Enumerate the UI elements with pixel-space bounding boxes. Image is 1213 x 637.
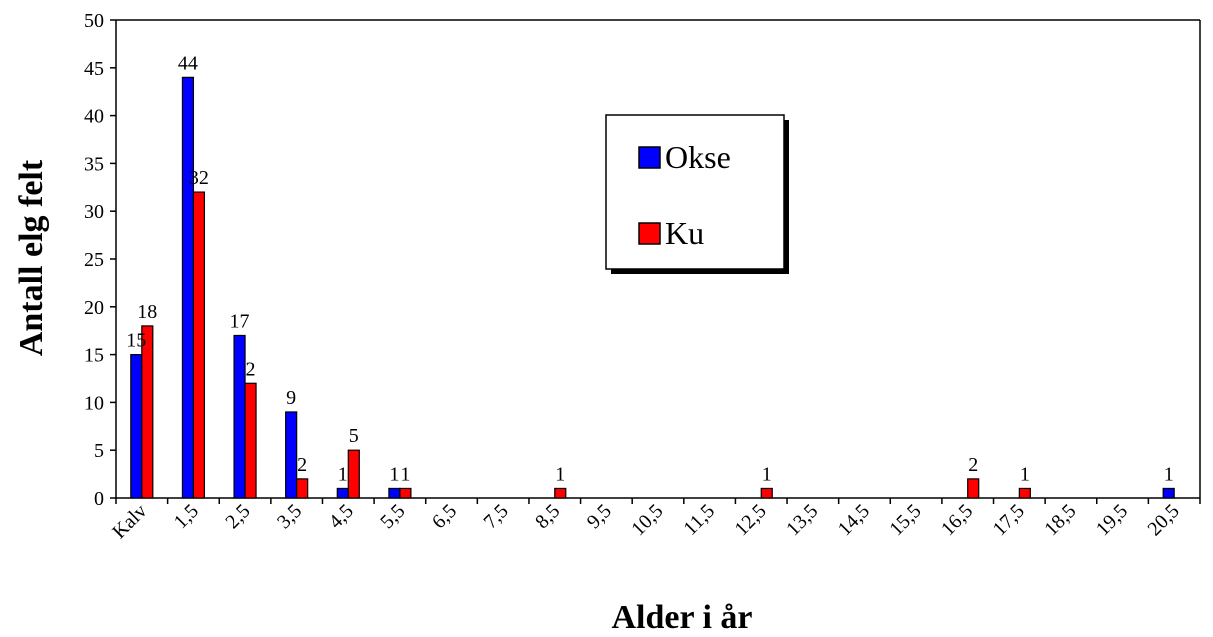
bar-ku bbox=[141, 325, 154, 499]
y-tick-label: 0 bbox=[94, 488, 104, 510]
bar-ku bbox=[399, 487, 412, 499]
legend-swatch-okse bbox=[638, 146, 661, 169]
data-label-ku: 18 bbox=[137, 301, 157, 323]
data-label-ku: 32 bbox=[189, 167, 209, 189]
x-tick-label: 1,5 bbox=[170, 500, 203, 533]
bar-okse bbox=[285, 411, 298, 499]
data-label-okse: 17 bbox=[230, 310, 250, 332]
y-tick-label: 45 bbox=[84, 58, 104, 80]
y-tick-label: 20 bbox=[84, 297, 104, 319]
bar-okse bbox=[233, 334, 246, 499]
y-tick-label: 40 bbox=[84, 106, 104, 128]
data-label-okse: 1 bbox=[338, 463, 348, 485]
x-tick-label: 14,5 bbox=[834, 500, 874, 540]
data-label-ku: 1 bbox=[762, 463, 772, 485]
bar-ku bbox=[554, 487, 567, 499]
bar-ku bbox=[296, 478, 309, 499]
data-label-okse: 44 bbox=[178, 52, 198, 74]
bar-okse bbox=[336, 487, 349, 499]
x-tick-label: 20,5 bbox=[1143, 500, 1183, 540]
data-label-ku: 1 bbox=[555, 463, 565, 485]
data-label-ku: 2 bbox=[297, 454, 307, 476]
bar-okse bbox=[388, 487, 401, 499]
legend: Okse Ku bbox=[605, 114, 789, 274]
y-tick-label: 5 bbox=[94, 440, 104, 462]
x-tick-label: 18,5 bbox=[1040, 500, 1080, 540]
data-label-ku: 1 bbox=[1020, 463, 1030, 485]
x-tick-label: 7,5 bbox=[479, 500, 512, 533]
y-tick-label: 10 bbox=[84, 392, 104, 414]
bar-ku bbox=[244, 382, 257, 499]
x-tick-label: 19,5 bbox=[1092, 500, 1132, 540]
bar-ku bbox=[760, 487, 773, 499]
bar-ku bbox=[1018, 487, 1031, 499]
legend-box bbox=[605, 114, 785, 270]
x-tick-label: 10,5 bbox=[627, 500, 667, 540]
x-tick-label: 11,5 bbox=[679, 500, 719, 540]
y-tick-label: 35 bbox=[84, 153, 104, 175]
bar-ku bbox=[192, 191, 206, 499]
data-label-okse: 15 bbox=[126, 330, 146, 352]
x-tick-label: 16,5 bbox=[937, 500, 977, 540]
data-label-okse: 9 bbox=[286, 387, 296, 409]
x-tick-label: 13,5 bbox=[782, 500, 822, 540]
x-tick-label: 4,5 bbox=[325, 500, 358, 533]
bar-okse bbox=[130, 354, 143, 499]
x-tick-label: 17,5 bbox=[989, 500, 1029, 540]
data-label-okse: 1 bbox=[389, 463, 399, 485]
x-tick-label: 12,5 bbox=[730, 500, 770, 540]
x-tick-label: 6,5 bbox=[428, 500, 461, 533]
legend-label-okse: Okse bbox=[665, 139, 731, 175]
bar-ku bbox=[967, 478, 980, 499]
data-label-ku: 1 bbox=[400, 463, 410, 485]
data-label-ku: 2 bbox=[246, 358, 256, 380]
y-tick-label: 30 bbox=[84, 201, 104, 223]
data-label-ku: 5 bbox=[349, 425, 359, 447]
x-tick-label: 3,5 bbox=[273, 500, 306, 533]
x-tick-label: 2,5 bbox=[221, 500, 254, 533]
data-label-ku: 2 bbox=[968, 454, 978, 476]
x-tick-label: 8,5 bbox=[531, 500, 564, 533]
bars bbox=[130, 76, 1175, 499]
bar-okse bbox=[1162, 487, 1175, 499]
bar-ku bbox=[347, 449, 360, 499]
legend-swatch-ku bbox=[638, 222, 661, 245]
y-tick-label: 15 bbox=[84, 345, 104, 367]
x-axis: Kalv 1,5 2,5 3,5 4,5 5,5 6,5 7,5 8,5 9,5 10,5 11,5 1… bbox=[108, 497, 1201, 543]
x-tick-label: 9,5 bbox=[583, 500, 616, 533]
legend-label-ku: Ku bbox=[665, 215, 704, 251]
x-tick-label: Kalv bbox=[108, 500, 151, 543]
x-tick-label: 5,5 bbox=[376, 500, 409, 533]
y-axis-title: Antall elg felt bbox=[13, 159, 50, 356]
data-label-okse: 1 bbox=[1164, 463, 1174, 485]
bar-okse bbox=[181, 76, 195, 499]
y-tick-label: 25 bbox=[84, 249, 104, 271]
y-tick-label: 50 bbox=[84, 10, 104, 32]
x-tick-label: 15,5 bbox=[885, 500, 925, 540]
x-axis-title: Alder i år bbox=[611, 599, 752, 636]
